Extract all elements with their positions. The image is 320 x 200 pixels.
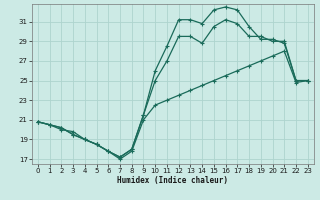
X-axis label: Humidex (Indice chaleur): Humidex (Indice chaleur) bbox=[117, 176, 228, 185]
